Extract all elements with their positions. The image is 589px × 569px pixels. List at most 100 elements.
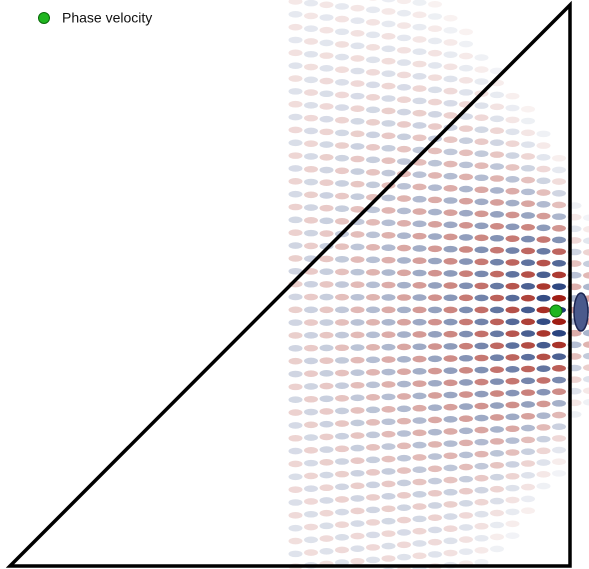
wave-blob — [335, 255, 349, 263]
wave-blob — [412, 331, 427, 338]
wave-blob — [335, 116, 349, 124]
wave-blob — [288, 383, 303, 391]
wave-blob — [474, 498, 489, 506]
wave-blob — [505, 104, 520, 112]
wave-blob — [397, 356, 411, 363]
wave-blob — [521, 377, 535, 385]
wave-blob — [397, 368, 411, 375]
wave-blob — [459, 137, 473, 145]
wave-blob — [505, 461, 520, 468]
wave-blob — [490, 461, 504, 469]
wave-blob — [521, 153, 535, 160]
wave-blob — [381, 294, 396, 301]
wave-blob — [459, 475, 473, 483]
wave-blob — [304, 459, 318, 467]
wave-blob — [288, 293, 303, 301]
wave-blob — [536, 236, 551, 243]
wave-blob — [319, 459, 334, 466]
wave-blob — [412, 380, 427, 387]
wave-blob — [583, 341, 589, 348]
wave-blob — [412, 429, 427, 437]
wave-blob — [490, 294, 504, 302]
wave-blob — [335, 104, 349, 111]
wave-blob — [350, 29, 365, 37]
wave-blob — [490, 175, 504, 182]
wave-blob — [428, 343, 442, 350]
wave-blob — [366, 106, 380, 114]
wave-blob — [521, 200, 535, 207]
wave-blob — [505, 413, 520, 421]
wave-blob — [350, 432, 365, 439]
wave-blob — [412, 503, 427, 510]
wave-blob — [490, 521, 504, 529]
wave-blob — [381, 468, 396, 475]
wave-blob — [474, 294, 489, 302]
wave-blob — [397, 343, 411, 351]
wave-blob — [335, 281, 349, 288]
wave-blob — [304, 293, 318, 301]
wave-blob — [412, 368, 427, 375]
wave-blob — [412, 109, 427, 117]
wave-blob — [536, 130, 551, 138]
wave-blob — [397, 467, 411, 474]
wave-blob — [304, 485, 318, 492]
wave-blob — [366, 31, 380, 39]
wave-blob — [552, 236, 566, 244]
wave-blob — [459, 548, 473, 555]
wave-blob — [521, 365, 535, 373]
wave-blob — [412, 515, 427, 523]
wave-blob — [490, 91, 504, 99]
wave-blob — [443, 294, 458, 302]
wave-blob — [490, 354, 504, 362]
wave-blob — [505, 247, 520, 254]
wave-blob — [288, 396, 303, 404]
wave-blob — [459, 439, 473, 447]
wave-blob — [304, 498, 318, 505]
wave-blob — [335, 432, 349, 440]
wave-blob — [521, 306, 535, 314]
wave-blob — [288, 267, 303, 275]
wave-blob — [288, 126, 303, 134]
wave-blob — [536, 271, 551, 279]
wave-blob — [490, 533, 504, 541]
wave-blob — [366, 394, 380, 401]
wave-blob — [474, 330, 489, 338]
wave-blob — [428, 221, 442, 228]
wave-blob — [366, 19, 380, 26]
wave-blob — [319, 547, 334, 555]
wave-blob — [490, 366, 504, 373]
wave-blob — [397, 22, 411, 29]
wave-blob — [459, 294, 473, 302]
wave-blob — [505, 140, 520, 147]
wave-blob — [505, 437, 520, 444]
wave-blob — [319, 331, 334, 339]
wave-blob — [319, 166, 334, 174]
wave-blob — [335, 357, 349, 364]
wave-blob — [490, 115, 504, 123]
wave-blob — [319, 26, 334, 34]
wave-blob — [443, 63, 458, 71]
wave-blob — [505, 532, 520, 539]
wave-blob — [366, 269, 380, 276]
wave-blob — [350, 17, 365, 25]
wave-blob — [505, 92, 520, 100]
wave-blob — [536, 189, 551, 196]
wave-blob — [552, 353, 566, 360]
wave-blob — [381, 57, 396, 65]
wave-blob — [288, 332, 303, 339]
wave-blob — [583, 352, 589, 360]
wave-blob — [397, 454, 411, 462]
wave-blob — [366, 231, 380, 239]
wave-blob — [443, 27, 458, 34]
wave-blob — [319, 408, 334, 415]
wave-blob — [505, 271, 520, 278]
wave-blob — [505, 223, 520, 231]
wave-blob — [443, 136, 458, 144]
wave-blob — [381, 8, 396, 15]
wave-blob — [304, 395, 318, 403]
wave-blob — [552, 423, 566, 431]
wave-blob — [335, 508, 349, 516]
wave-blob — [521, 471, 535, 479]
wave-blob — [412, 183, 427, 191]
wave-blob — [474, 438, 489, 446]
